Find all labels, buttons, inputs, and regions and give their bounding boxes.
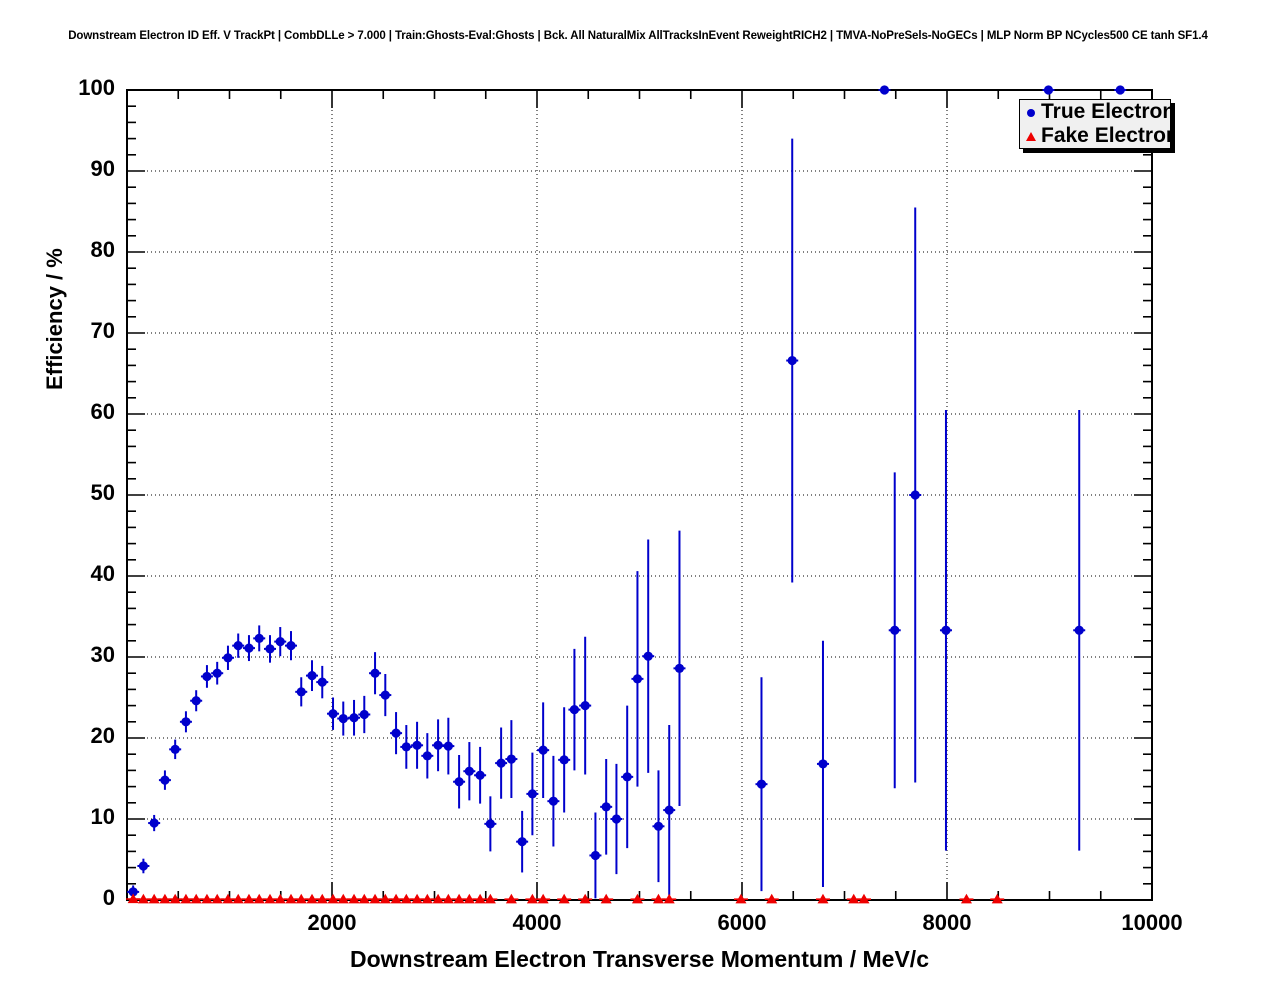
y-tick-label: 90	[90, 156, 115, 181]
data-point	[890, 625, 900, 635]
y-tick-label: 100	[78, 75, 115, 100]
data-point	[443, 741, 453, 751]
data-point	[1043, 85, 1054, 95]
data-point	[380, 690, 390, 700]
data-point	[879, 85, 890, 95]
data-point	[548, 796, 559, 806]
data-point	[433, 740, 443, 750]
data-point	[664, 805, 674, 815]
data-point	[254, 633, 264, 643]
data-point	[559, 755, 569, 765]
data-point	[401, 742, 411, 752]
data-point	[506, 754, 516, 764]
data-point	[328, 709, 338, 719]
data-point	[756, 779, 767, 789]
data-point	[1115, 85, 1125, 95]
data-point	[475, 770, 485, 780]
data-point	[212, 668, 222, 678]
data-point	[370, 668, 380, 678]
data-point	[496, 758, 506, 768]
data-point	[202, 671, 212, 682]
data-point	[601, 802, 611, 812]
y-tick-label: 0	[102, 885, 115, 910]
triangle-marker-icon	[1024, 126, 1038, 146]
data-point	[569, 705, 580, 715]
plot-title: Downstream Electron ID Eff. V TrackPt | …	[68, 30, 1208, 42]
grid-lines	[127, 90, 1152, 900]
data-point	[265, 644, 275, 654]
data-point	[643, 651, 653, 661]
series-fake-electron	[126, 893, 1005, 904]
data-point	[223, 653, 233, 663]
data-point	[275, 637, 285, 647]
data-point	[296, 687, 306, 697]
legend: True Electron Fake Electron	[1019, 99, 1171, 149]
data-point	[590, 850, 601, 861]
data-point	[286, 641, 296, 651]
data-point	[359, 709, 369, 720]
data-point	[787, 355, 797, 366]
circle-marker-icon	[1024, 102, 1038, 122]
x-axis-title: Downstream Electron Transverse Momentum …	[349, 946, 929, 972]
data-point	[622, 772, 632, 782]
y-tick-label: 70	[90, 318, 115, 343]
data-point	[170, 744, 180, 754]
x-tick-label: 6000	[717, 910, 767, 935]
data-point	[580, 701, 590, 711]
data-point	[128, 887, 138, 897]
data-point	[160, 775, 170, 785]
data-point	[1074, 625, 1084, 635]
data-point	[818, 759, 828, 769]
data-point	[653, 821, 664, 831]
data-point	[138, 861, 148, 871]
data-point	[412, 740, 422, 750]
data-point	[611, 814, 622, 824]
legend-entry-fake-electron[interactable]: Fake Electron	[1020, 124, 1170, 148]
data-point	[941, 625, 951, 635]
data-point	[454, 777, 464, 787]
y-tick-label: 60	[90, 399, 115, 424]
data-point	[244, 643, 254, 653]
data-point	[391, 728, 401, 738]
x-tick-label: 8000	[922, 910, 972, 935]
x-tick-label: 4000	[512, 910, 562, 935]
y-tick-label: 80	[90, 237, 115, 262]
x-tick-label: 2000	[307, 910, 357, 935]
data-point	[317, 677, 327, 687]
data-point	[464, 766, 474, 776]
data-point	[307, 671, 317, 681]
data-point	[349, 713, 359, 723]
data-point	[517, 837, 527, 847]
data-point	[674, 663, 685, 673]
legend-label: Fake Electron	[1041, 124, 1170, 147]
data-point	[422, 751, 432, 761]
y-tick-label: 30	[90, 642, 115, 667]
data-point	[538, 745, 548, 755]
y-tick-label: 10	[90, 804, 115, 829]
y-tick-label: 20	[90, 723, 115, 748]
x-tick-label: 10000	[1121, 910, 1183, 935]
data-point	[632, 674, 643, 684]
y-tick-label: 40	[90, 561, 115, 586]
data-point	[181, 717, 191, 727]
data-point	[910, 490, 920, 500]
legend-label: True Electron	[1041, 100, 1170, 123]
data-point	[338, 713, 348, 724]
data-point	[485, 819, 495, 829]
data-point	[233, 641, 243, 651]
data-point	[527, 789, 537, 799]
y-tick-label: 50	[90, 480, 115, 505]
legend-entry-true-electron[interactable]: True Electron	[1020, 100, 1170, 124]
series-true-electron	[127, 85, 1127, 899]
data-point	[149, 818, 159, 828]
data-point	[191, 696, 201, 706]
